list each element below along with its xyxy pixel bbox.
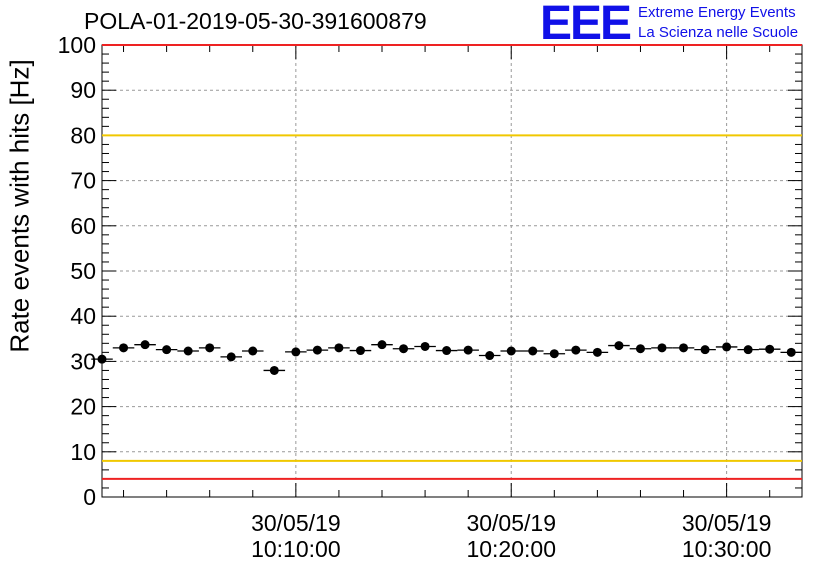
x-tick-label-date: 30/05/19	[466, 510, 556, 536]
data-point	[722, 342, 732, 352]
data-point	[679, 343, 689, 353]
y-tick-label: 30	[70, 348, 96, 374]
data-point	[399, 344, 409, 354]
x-tick-label-time: 10:30:00	[681, 536, 772, 562]
data-point	[700, 345, 710, 355]
data-point	[614, 341, 624, 351]
data-point	[226, 352, 236, 362]
data-point	[248, 346, 258, 356]
y-tick-label: 40	[70, 303, 96, 329]
data-point	[743, 345, 753, 355]
data-point	[786, 347, 796, 357]
x-tick-label-time: 10:10:00	[251, 536, 341, 562]
data-point	[549, 349, 559, 359]
x-tick-label-date: 30/05/19	[681, 510, 772, 536]
data-point	[463, 345, 473, 355]
y-tick-label: 80	[70, 122, 96, 148]
data-point	[657, 343, 667, 353]
x-tick-label-date: 30/05/19	[251, 510, 341, 536]
y-tick-label: 0	[83, 484, 96, 510]
data-point	[442, 346, 452, 356]
data-point	[140, 340, 150, 350]
y-tick-label: 100	[58, 32, 96, 58]
data-point	[592, 347, 602, 357]
y-tick-label: 10	[70, 439, 96, 465]
data-point	[205, 343, 215, 353]
chart-title: POLA-01-2019-05-30-391600879	[84, 8, 427, 34]
logo-caption-line2: La Scienza nelle Scuole	[638, 24, 799, 41]
x-tick-label-time: 10:20:00	[466, 536, 556, 562]
data-point	[119, 343, 129, 353]
y-tick-label: 60	[70, 213, 96, 239]
y-tick-label: 70	[70, 168, 96, 194]
data-point	[571, 345, 581, 355]
y-tick-label: 50	[70, 258, 96, 284]
logo-caption-line1: Extreme Energy Events	[638, 4, 796, 21]
data-point	[635, 344, 645, 354]
y-tick-label: 90	[70, 77, 96, 103]
data-point	[485, 351, 495, 361]
data-point	[97, 354, 107, 364]
data-point	[420, 341, 430, 351]
y-axis-label: Rate events with hits [Hz]	[4, 59, 35, 353]
eee-logo: EEE	[540, 0, 632, 50]
data-point	[183, 346, 193, 356]
y-tick-label: 20	[70, 394, 96, 420]
data-point	[355, 346, 365, 356]
data-point	[312, 345, 322, 355]
data-point	[528, 346, 538, 356]
data-point	[269, 365, 279, 375]
data-point	[291, 347, 301, 357]
data-point	[162, 345, 172, 355]
data-point	[765, 344, 775, 354]
data-point	[506, 346, 516, 356]
data-point	[334, 343, 344, 353]
data-point	[377, 340, 387, 350]
